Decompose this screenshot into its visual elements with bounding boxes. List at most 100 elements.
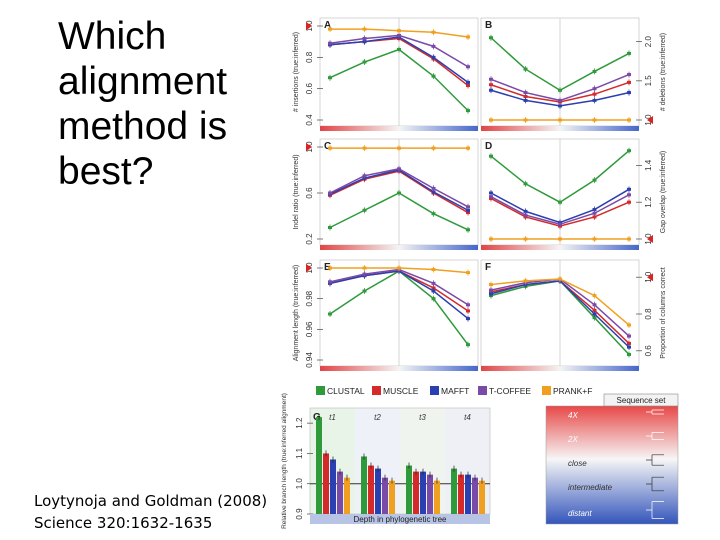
bar-mafft: [375, 468, 381, 514]
tree-glyph: [646, 501, 664, 519]
bar-prank+f: [344, 477, 350, 514]
data-point: [592, 294, 597, 298]
data-point: [489, 154, 493, 158]
legend-swatch: [542, 386, 551, 395]
title-line: alignment: [58, 60, 228, 103]
data-point: [592, 98, 597, 102]
bar-muscle: [323, 453, 329, 514]
legend-label: CLUSTAL: [327, 386, 365, 396]
reference-marker: [306, 143, 312, 151]
legend: CLUSTAL MUSCLE MAFFT T-COFFEE PRANK+F: [316, 386, 592, 396]
data-point: [328, 312, 332, 316]
data-point: [362, 266, 367, 270]
data-point: [558, 222, 562, 226]
bar-muscle: [458, 474, 464, 514]
data-point: [592, 87, 597, 91]
data-point: [627, 118, 631, 122]
y-tick-label: 2.0: [644, 36, 653, 48]
data-point: [362, 146, 367, 150]
data-point: [466, 205, 470, 209]
data-point: [627, 341, 631, 345]
category-label: t4: [464, 413, 471, 422]
data-point: [466, 35, 470, 39]
data-point: [558, 200, 562, 204]
bar-prank+f: [479, 480, 485, 514]
data-point: [558, 237, 562, 241]
data-point: [489, 237, 493, 241]
data-point: [592, 316, 597, 320]
data-point: [362, 272, 367, 276]
data-point: [592, 92, 597, 96]
data-point: [627, 345, 631, 349]
data-point: [627, 193, 631, 197]
data-point: [466, 208, 470, 212]
data-point: [466, 228, 470, 232]
data-point: [397, 33, 401, 37]
y-axis-label: Gap overlap (true:inferred): [660, 151, 667, 233]
y-tick-label: 1.2: [295, 417, 304, 429]
tree-glyph: [646, 432, 664, 440]
reference-marker: [647, 273, 653, 282]
bar-mafft: [420, 471, 426, 514]
y-tick-label: 1.5: [644, 75, 653, 87]
data-point: [328, 226, 332, 229]
data-point: [592, 211, 597, 215]
slide-title: Which alignment method is best?: [58, 14, 258, 194]
bar-t-coffee: [427, 474, 433, 514]
data-point: [558, 88, 562, 92]
y-tick-label: 0.9: [295, 508, 304, 520]
bar-prank+f: [389, 480, 395, 514]
data-point: [466, 80, 470, 84]
tree-depth-strip: [320, 245, 478, 250]
data-point: [627, 91, 631, 95]
data-point: [523, 279, 528, 283]
data-point: [362, 174, 367, 178]
panel-b: B1.01.52.0# deletions (true:inferred): [480, 17, 667, 131]
panel-letter: C: [324, 141, 331, 152]
data-point: [627, 51, 631, 55]
category-label: t2: [374, 413, 381, 422]
panel-e: E0.940.960.981.0Alignment length (true:i…: [293, 259, 479, 371]
legend-label: MUSCLE: [383, 386, 419, 396]
data-point: [592, 208, 597, 212]
category-label: t3: [419, 413, 426, 422]
data-point: [523, 67, 528, 71]
data-point: [362, 60, 367, 64]
tree-glyph: [646, 454, 664, 466]
data-point: [362, 37, 367, 41]
tree-depth-strip: [320, 126, 478, 131]
sequence-set-item: close: [568, 459, 587, 468]
y-tick-label: 0.8: [644, 308, 653, 320]
tree-glyph: [646, 409, 664, 415]
data-point: [592, 303, 597, 307]
y-tick-label: 0.96: [305, 321, 314, 337]
citation-line: Science 320:1632-1635: [34, 514, 213, 532]
data-point: [489, 77, 493, 81]
y-tick-label: 1.0: [295, 478, 304, 490]
data-point: [627, 80, 631, 84]
data-point: [523, 95, 528, 98]
data-point: [627, 200, 631, 204]
panel-letter: E: [324, 262, 331, 273]
legend-swatch: [316, 386, 325, 395]
data-point: [328, 266, 332, 270]
data-point: [431, 297, 436, 301]
data-point: [523, 98, 528, 102]
x-axis-label: Depth in phylogenetic tree: [354, 515, 448, 524]
data-point: [558, 104, 562, 108]
data-point: [431, 146, 436, 150]
citation-line: Loytynoja and Goldman (2008): [34, 492, 268, 510]
data-point: [431, 74, 436, 78]
panel-letter: F: [485, 262, 491, 273]
sequence-set-item: distant: [568, 509, 592, 518]
category-label: t1: [329, 413, 336, 422]
legend-label: MAFFT: [441, 386, 469, 396]
tree-glyph: [646, 476, 664, 492]
data-point: [523, 209, 528, 213]
y-tick-label: 0.8: [305, 51, 314, 63]
sequence-set-title: Sequence set: [617, 396, 667, 405]
citation: Loytynoja and Goldman (2008) Science 320…: [34, 490, 267, 534]
data-point: [466, 317, 470, 321]
data-point: [558, 277, 562, 281]
bar-t-coffee: [337, 471, 343, 514]
